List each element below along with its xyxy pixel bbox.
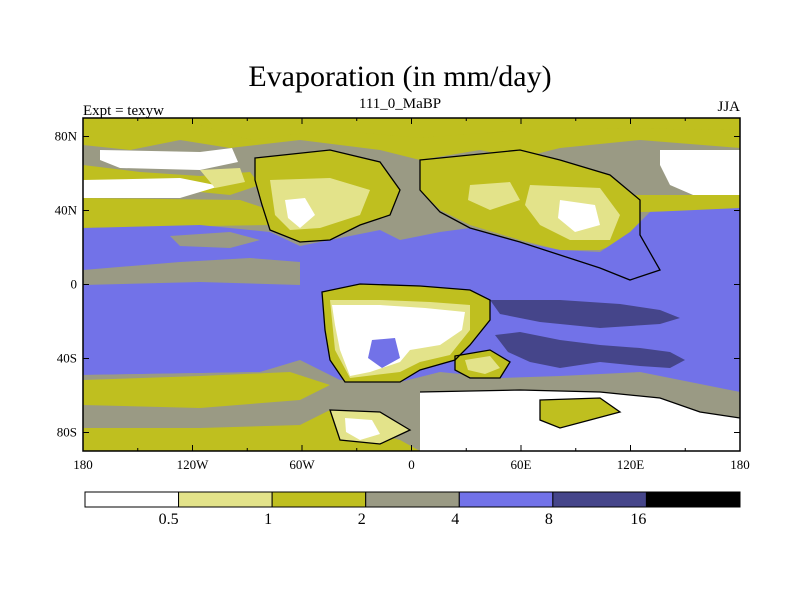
field-gray bbox=[170, 232, 260, 248]
field-lightyellow bbox=[200, 168, 245, 188]
lat-tick-label: 80S bbox=[57, 425, 77, 440]
lat-tick-label: 80N bbox=[55, 129, 78, 144]
contour-field bbox=[83, 118, 740, 451]
lat-tick-label: 40S bbox=[57, 351, 77, 366]
lon-tick-label: 60E bbox=[511, 457, 532, 472]
lon-tick-label: 180 bbox=[730, 457, 750, 472]
field-white bbox=[660, 150, 740, 198]
colorbar-label: 0.5 bbox=[159, 511, 179, 528]
period-label: 111_0_MaBP bbox=[358, 96, 442, 112]
colorbar: 0.5 1 2 4 8 16 bbox=[84, 491, 741, 528]
field-olive bbox=[610, 195, 740, 212]
coastline bbox=[321, 283, 491, 383]
lon-tick-label: 120E bbox=[617, 457, 645, 472]
coastline bbox=[329, 409, 412, 445]
colorbar-swatch bbox=[365, 491, 460, 508]
colorbar-label: 16 bbox=[630, 511, 646, 528]
field-white bbox=[285, 198, 315, 228]
colorbar-label: 1 bbox=[264, 511, 272, 528]
colorbar-label: 8 bbox=[545, 511, 553, 528]
field-olive bbox=[83, 118, 740, 140]
experiment-label: Expt = texyw bbox=[83, 103, 164, 119]
colorbar-label: 4 bbox=[451, 511, 459, 528]
map-title: Evaporation (in mm/day) bbox=[248, 60, 552, 93]
coastline bbox=[254, 149, 401, 243]
coastline bbox=[419, 389, 740, 419]
axis-ticks: 180 120W 60W 0 60E 120E 180 80N 40N 0 40S 80S bbox=[55, 118, 750, 472]
field-gray bbox=[640, 378, 740, 412]
colorbar-swatch bbox=[84, 491, 180, 508]
coastline bbox=[539, 397, 622, 429]
field-white bbox=[345, 418, 380, 440]
field-olive bbox=[83, 372, 330, 408]
field-white bbox=[558, 200, 600, 232]
field-white bbox=[100, 148, 238, 170]
lat-tick-label: 40N bbox=[55, 203, 78, 218]
field-olive bbox=[540, 398, 620, 428]
lon-tick-label: 120W bbox=[177, 457, 210, 472]
field-white bbox=[332, 305, 465, 376]
field-blue bbox=[368, 338, 400, 368]
lon-tick-label: 60W bbox=[289, 457, 315, 472]
lon-tick-label: 180 bbox=[73, 457, 93, 472]
lat-tick-label: 0 bbox=[71, 277, 78, 292]
season-label: JJA bbox=[717, 99, 740, 115]
coastline bbox=[419, 149, 661, 281]
field-darkblue bbox=[495, 332, 685, 368]
colorbar-swatch bbox=[178, 491, 273, 508]
coastline bbox=[454, 349, 511, 379]
field-olive bbox=[83, 198, 270, 228]
colorbar-label: 2 bbox=[358, 511, 366, 528]
colorbar-swatch bbox=[458, 491, 554, 508]
field-darkblue bbox=[490, 300, 680, 328]
colorbar-swatch bbox=[271, 491, 367, 508]
field-lightyellow bbox=[465, 356, 500, 374]
field-lightyellow bbox=[468, 182, 520, 210]
field-white bbox=[83, 178, 220, 198]
colorbar-swatch bbox=[552, 491, 647, 508]
field-gray bbox=[83, 258, 300, 285]
colorbar-swatch bbox=[645, 491, 741, 508]
lon-tick-label: 0 bbox=[408, 457, 415, 472]
